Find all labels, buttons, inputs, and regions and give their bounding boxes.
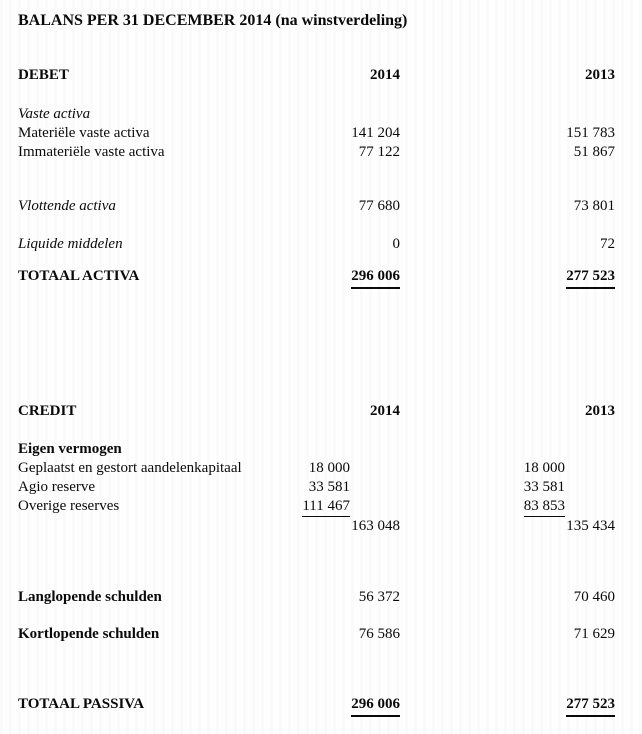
value-2014: 163 048 [351,518,400,534]
value-2013: 83 853 [400,497,615,517]
value-2014: 141 204 [351,125,400,141]
row-eigen-vermogen: Eigen vermogen [18,440,615,459]
row-label: TOTAAL PASSIVA [18,696,145,712]
value-2013: 277 523 [400,695,615,717]
row-langlopende-schulden: Langlopende schulden 56 372 70 460 [18,588,615,607]
row-label: TOTAAL ACTIVA [18,268,140,284]
value-2014: 18 000 [308,460,350,476]
credit-col-2013: 2013 [585,403,615,419]
value-2014: 111 467 [280,497,400,517]
value-2013: 73 801 [573,198,615,214]
row-label: Langlopende schulden [18,589,162,605]
row-vaste-activa: Vaste activa [18,105,615,124]
row-overige-reserves: Overige reserves 111 467 83 853 [18,497,615,517]
debet-header-row: DEBET 2014 2013 [18,66,615,85]
value-2014: 0 [392,236,401,252]
row-materiele-vaste-activa: Materiële vaste activa 141 204 151 783 [18,124,615,143]
value-2014: 56 372 [358,589,400,605]
underlined-total: 296 006 [351,267,400,289]
value-2013: 71 629 [573,626,615,642]
credit-header-row: CREDIT 2014 2013 [18,402,615,421]
value-2013: 72 [600,236,615,252]
underlined-value: 111 467 [302,497,350,517]
value-2013: 33 581 [523,479,565,495]
row-liquide-middelen: Liquide middelen 0 72 [18,235,615,254]
row-vlottende-activa: Vlottende activa 77 680 73 801 [18,197,615,216]
value-2013: 70 460 [573,589,615,605]
value-2014: 33 581 [308,479,350,495]
debet-heading: DEBET [18,67,69,83]
value-2013: 151 783 [566,125,615,141]
row-label: Vaste activa [18,106,91,122]
row-label: Overige reserves [18,498,120,514]
row-label: Immateriële vaste activa [18,144,165,160]
row-label: Vlottende activa [18,198,116,214]
row-label: Geplaatst en gestort aandelenkapitaal [18,460,242,476]
debet-col-2013: 2013 [585,67,615,83]
underlined-value: 83 853 [523,497,565,517]
credit-col-2014: 2014 [370,403,400,419]
value-2014: 77 122 [358,144,400,160]
value-2013: 277 523 [400,267,615,289]
row-label: Eigen vermogen [18,441,122,457]
row-label: Kortlopende schulden [18,626,160,642]
debet-col-2014: 2014 [370,67,400,83]
value-2013: 18 000 [523,460,565,476]
row-label: Liquide middelen [18,236,123,252]
row-immateriele-vaste-activa: Immateriële vaste activa 77 122 51 867 [18,143,615,162]
value-2014: 296 006 [280,267,400,289]
value-2013: 51 867 [573,144,615,160]
value-2013: 135 434 [566,518,615,534]
value-2014: 77 680 [358,198,400,214]
underlined-total: 296 006 [351,695,400,717]
credit-heading: CREDIT [18,403,77,419]
row-kortlopende-schulden: Kortlopende schulden 76 586 71 629 [18,625,615,644]
row-eigen-vermogen-subtotal: 163 048 135 434 [18,517,615,536]
row-agio-reserve: Agio reserve 33 581 33 581 [18,478,615,497]
row-aandelenkapitaal: Geplaatst en gestort aandelenkapitaal 18… [18,459,615,478]
row-label: Agio reserve [18,479,96,495]
row-totaal-activa: TOTAAL ACTIVA 296 006 277 523 [18,267,615,289]
value-2014: 76 586 [358,626,400,642]
underlined-total: 277 523 [566,695,615,717]
row-totaal-passiva: TOTAAL PASSIVA 296 006 277 523 [18,695,615,717]
underlined-total: 277 523 [566,267,615,289]
document-title: BALANS PER 31 DECEMBER 2014 (na winstver… [18,12,408,29]
row-label: Materiële vaste activa [18,125,150,141]
value-2014: 296 006 [280,695,400,717]
